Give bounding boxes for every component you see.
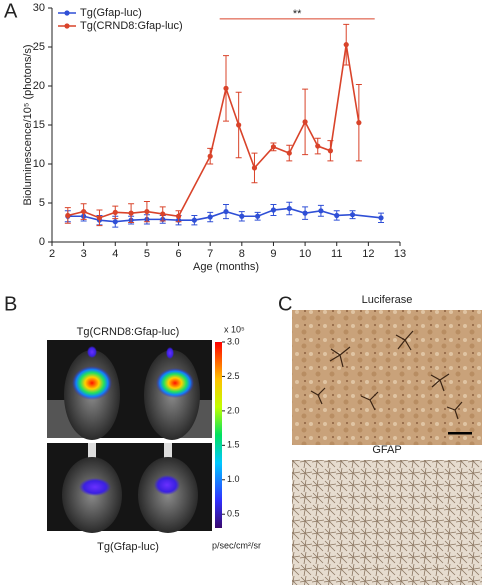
data-point [343, 42, 349, 48]
bioluminescence-image [47, 340, 212, 533]
data-point [302, 210, 308, 216]
colorbar-ticks: 3.0 2.5 2.0 1.5 1.0 0.5 [222, 336, 240, 519]
data-point [378, 215, 384, 221]
caption: GFAP [372, 444, 401, 456]
data-point [112, 219, 118, 225]
caption: Tg(Gfap-luc) [97, 541, 159, 553]
significance-label: ** [293, 8, 302, 20]
x-tick-label: 2 [49, 248, 55, 260]
luciferase-image [292, 310, 482, 445]
colorbar-tick-label: 0.5 [227, 509, 240, 519]
y-tick-label: 30 [33, 2, 45, 14]
x-tick-label: 6 [175, 248, 181, 260]
colorbar [215, 342, 222, 528]
x-tick-label: 9 [270, 248, 276, 260]
data-point [270, 207, 277, 213]
x-tick-label: 7 [207, 248, 213, 260]
legend-marker [64, 23, 70, 29]
data-point [239, 213, 245, 219]
data-point [286, 150, 292, 156]
colorbar-tick-label: 1.5 [227, 440, 240, 450]
series-line [67, 44, 360, 219]
data-point [356, 120, 362, 126]
panel-label: B [4, 293, 17, 315]
data-point [191, 217, 197, 223]
data-point [81, 208, 87, 215]
line-chart: 0 5 10 15 20 25 30 2 3 4 5 6 7 8 9 10 11 12 13 Age (months)… [22, 2, 406, 273]
data-point [112, 209, 118, 215]
data-point [349, 212, 356, 218]
data-point [223, 208, 229, 215]
legend-label: Tg(Gfap-luc) [80, 7, 142, 19]
data-point [315, 143, 321, 149]
data-point [160, 211, 166, 217]
data-point [128, 210, 134, 216]
x-tick-label: 12 [362, 248, 374, 260]
colorbar-tick-label: 2.5 [227, 371, 240, 381]
colorbar-tick-label: 3.0 [227, 336, 240, 346]
x-tick-label: 5 [144, 248, 150, 260]
data-point [318, 208, 324, 214]
caption: Tg(CRND8:Gfap-luc) [77, 326, 180, 338]
data-point [144, 208, 150, 215]
panel-label: A [4, 0, 18, 22]
x-tick-label: 8 [239, 248, 245, 260]
data-point [270, 144, 277, 150]
colorbar-tick-label: 1.0 [227, 474, 240, 484]
data-point [286, 205, 292, 212]
legend-marker [64, 10, 70, 16]
data-point [223, 85, 229, 91]
x-tick-label: 3 [81, 248, 87, 260]
data-point [96, 215, 103, 221]
y-tick-label: 25 [33, 41, 45, 53]
data-point [251, 165, 258, 171]
x-tick-label: 4 [112, 248, 118, 260]
x-tick-label: 13 [394, 248, 406, 260]
panel-label: C [278, 293, 292, 315]
colorbar-tick-label: 2.0 [227, 405, 240, 415]
caption: Luciferase [362, 294, 413, 306]
data-point [334, 212, 340, 219]
y-tick-label: 0 [39, 236, 45, 248]
legend-label: Tg(CRND8:Gfap-luc) [80, 20, 183, 32]
data-point [302, 119, 308, 125]
x-tick-label: 10 [299, 248, 311, 260]
colorbar-scale: x 10⁵ [224, 324, 245, 334]
y-tick-label: 10 [33, 158, 45, 170]
y-tick-label: 20 [33, 80, 45, 92]
colorbar-unit: p/sec/cm²/sr [212, 540, 261, 550]
data-point [175, 213, 182, 219]
y-tick-label: 5 [39, 197, 45, 209]
data-point [207, 153, 213, 159]
x-tick-label: 11 [331, 248, 342, 260]
data-point [255, 213, 261, 219]
series-line [67, 207, 382, 223]
data-point [65, 212, 71, 219]
y-axis-label: Bioluminescence/10⁵ (photons/s) [22, 44, 34, 205]
x-axis-label: Age (months) [193, 261, 259, 273]
y-tick-label: 15 [33, 119, 45, 131]
data-point [236, 122, 242, 128]
data-point [327, 148, 333, 154]
gfap-image [292, 460, 482, 585]
data-point [207, 214, 213, 220]
